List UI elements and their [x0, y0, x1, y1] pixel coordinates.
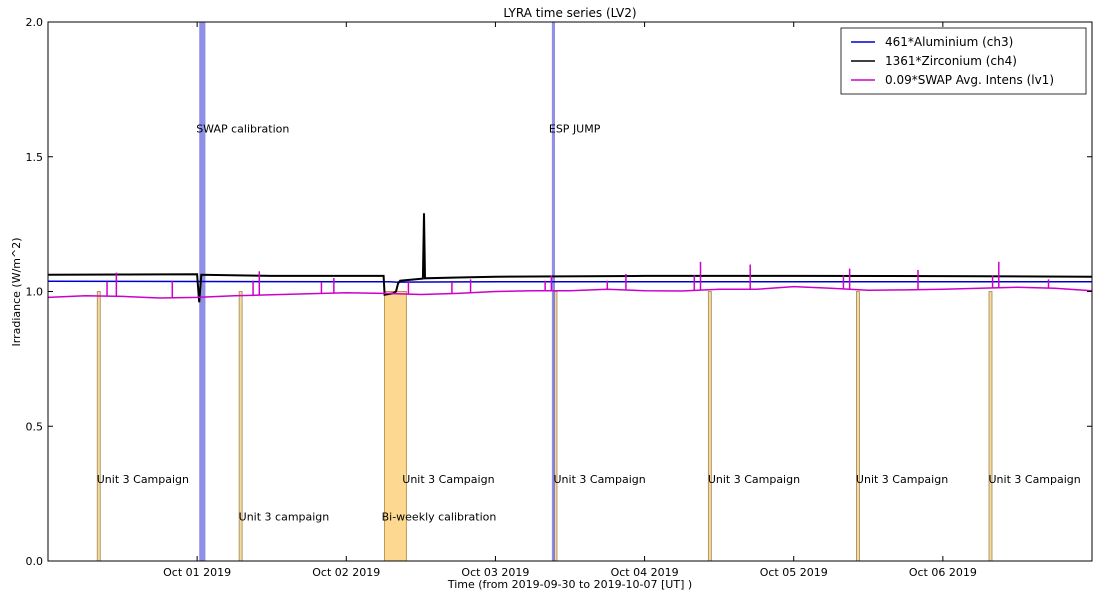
legend-label-1: 1361*Zirconium (ch4)	[885, 54, 1017, 68]
shaded-region-0	[199, 22, 206, 561]
y-tick-label-1: 0.5	[26, 420, 44, 433]
campaign-marker-6	[988, 291, 993, 562]
x-tick-label-5: Oct 06 2019	[909, 566, 977, 579]
campaign-marker-4	[707, 291, 712, 562]
y-tick-label-3: 1.5	[26, 151, 44, 164]
region-label-0: SWAP calibration	[196, 122, 289, 135]
y-tick-label-2: 1.0	[26, 286, 44, 299]
campaign-label-2: Unit 3 Campaign	[402, 473, 494, 486]
campaign-marker-5	[856, 291, 860, 562]
x-tick-label-1: Oct 02 2019	[312, 566, 380, 579]
campaign-label-4: Unit 3 Campaign	[708, 473, 800, 486]
legend-box	[840, 27, 1087, 95]
x-tick-label-3: Oct 04 2019	[611, 566, 679, 579]
plot-area: SWAP calibration ESP JUMP Bi-weekly calibr…	[26, 16, 1093, 579]
x-axis-label: Time (from 2019-09-30 to 2019-10-07 [UT]…	[447, 578, 692, 591]
y-axis-label: Irradiance (W/m^2)	[10, 238, 23, 347]
x-tick-label-2: Oct 03 2019	[461, 566, 529, 579]
region-label-1: ESP JUMP	[549, 122, 601, 135]
campaign-marker-0	[96, 291, 101, 562]
series-line-0	[47, 280, 1092, 283]
campaign-label-6: Unit 3 Campaign	[989, 473, 1081, 486]
campaign-label-3: Unit 3 Campaign	[554, 473, 646, 486]
x-tick-label-0: Oct 01 2019	[163, 566, 231, 579]
chart-title: LYRA time series (LV2)	[503, 6, 636, 20]
legend-label-0: 461*Aluminium (ch3)	[885, 35, 1013, 49]
campaign-label-0: Unit 3 Campaign	[97, 473, 189, 486]
legend-label-2: 0.09*SWAP Avg. Intens (lv1)	[885, 73, 1054, 87]
legend: 461*Aluminium (ch3) 1361*Zirconium (ch4) 0…	[840, 27, 1087, 95]
region-label-2: Bi-weekly calibration	[382, 511, 497, 524]
x-tick-label-4: Oct 05 2019	[760, 566, 828, 579]
series-line-1	[47, 213, 1093, 303]
y-tick-label-4: 2.0	[26, 16, 44, 29]
shaded-region-1	[551, 22, 555, 561]
y-tick-label-0: 0.0	[26, 555, 44, 568]
campaign-label-5: Unit 3 Campaign	[856, 473, 948, 486]
campaign-label-1: Unit 3 campaign	[239, 511, 330, 524]
